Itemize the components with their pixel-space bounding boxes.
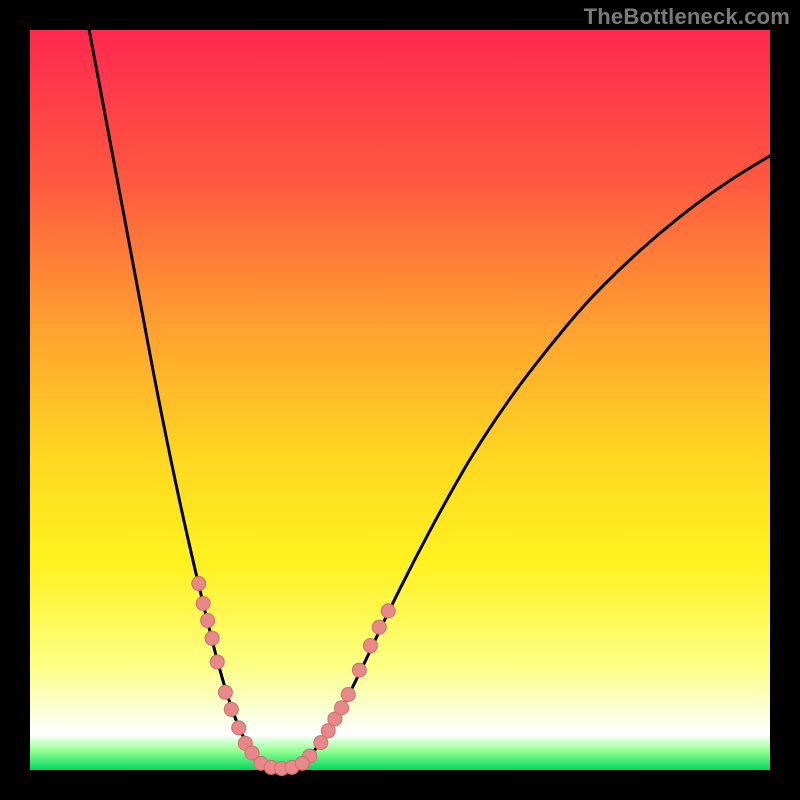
data-marker	[224, 702, 238, 716]
watermark-label: TheBottleneck.com	[584, 4, 790, 30]
data-marker	[363, 639, 377, 653]
data-marker	[352, 663, 366, 677]
plot-background	[30, 30, 770, 770]
data-marker	[192, 577, 206, 591]
data-marker	[201, 614, 215, 628]
data-marker	[218, 685, 232, 699]
data-marker	[341, 688, 355, 702]
bottleneck-curve-chart	[0, 0, 800, 800]
data-marker	[381, 604, 395, 618]
chart-container: TheBottleneck.com	[0, 0, 800, 800]
data-marker	[372, 620, 386, 634]
data-marker	[295, 756, 309, 770]
data-marker	[210, 655, 224, 669]
data-marker	[335, 701, 349, 715]
data-marker	[232, 721, 246, 735]
data-marker	[205, 631, 219, 645]
data-marker	[196, 597, 210, 611]
